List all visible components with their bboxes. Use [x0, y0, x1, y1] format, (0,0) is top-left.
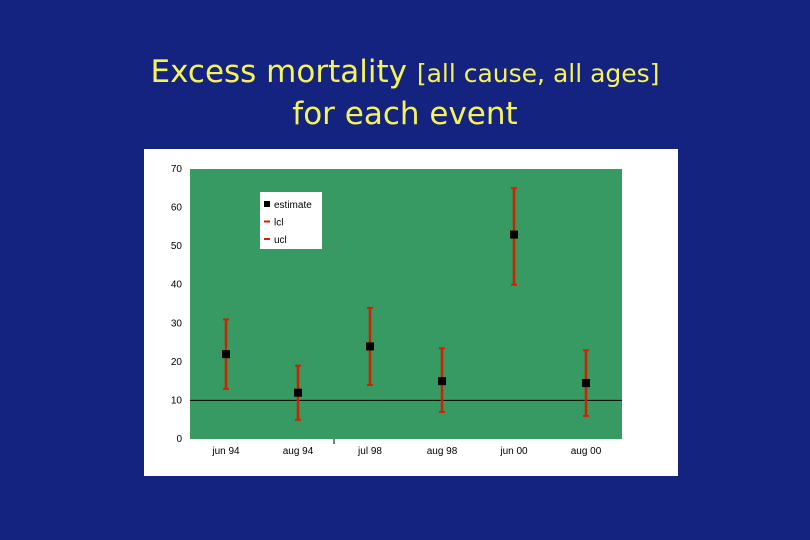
x-tick-label: jun 00 [499, 446, 528, 457]
y-tick-label: 50 [171, 241, 183, 252]
title-bracket-text: [all cause, all ages] [416, 59, 660, 88]
legend-label: estimate [274, 200, 312, 211]
y-tick-label: 70 [171, 164, 183, 175]
x-tick-label: jul 98 [357, 446, 382, 457]
legend-label: ucl [274, 235, 287, 246]
estimate-point [582, 379, 590, 388]
y-tick-label: 40 [171, 280, 183, 291]
y-tick-label: 30 [171, 318, 183, 329]
estimate-point [366, 342, 374, 351]
estimate-point [510, 230, 518, 239]
x-tick-label: jun 94 [211, 446, 240, 457]
x-tick-label: aug 00 [571, 446, 602, 457]
estimate-point [438, 377, 446, 386]
legend-label: lcl [274, 218, 283, 229]
legend: estimate lcl ucl [260, 192, 322, 249]
title-line-2: for each event [292, 96, 518, 132]
mortality-chart: 0 10 20 30 40 50 60 70 jun 94 aug 94 jul 98 aug 98… [171, 164, 622, 457]
title-line-1: Excess mortality [all cause, all ages] [0, 52, 810, 94]
title-main-text: Excess mortality [150, 54, 417, 90]
y-axis-ticks: 0 10 20 30 40 50 60 70 [171, 164, 183, 445]
y-tick-label: 60 [171, 203, 183, 214]
y-tick-label: 20 [171, 357, 183, 368]
estimate-point [222, 350, 230, 359]
plot-area [190, 169, 622, 439]
y-tick-label: 10 [171, 395, 183, 406]
estimate-point [294, 388, 302, 397]
legend-box [260, 192, 322, 249]
legend-swatch-estimate [264, 201, 270, 207]
estimate-points [222, 230, 590, 397]
x-axis-ticks: jun 94 aug 94 jul 98 aug 98 jun 00 aug 00 [211, 439, 602, 457]
chart-panel: 0 10 20 30 40 50 60 70 jun 94 aug 94 jul 98 aug 98… [144, 149, 678, 476]
y-tick-label: 0 [176, 434, 182, 445]
x-tick-label: aug 94 [283, 446, 314, 457]
slide-title: Excess mortality [all cause, all ages] f… [0, 52, 810, 135]
x-tick-label: aug 98 [427, 446, 458, 457]
